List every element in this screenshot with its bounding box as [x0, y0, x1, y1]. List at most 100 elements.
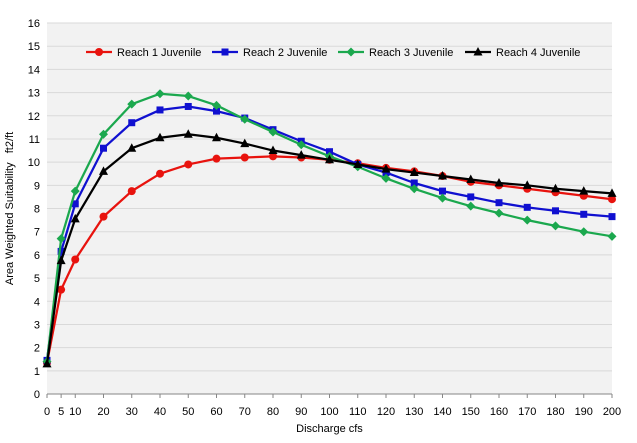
data-point — [551, 183, 560, 193]
legend-item: Reach 3 Juvenile — [338, 47, 453, 59]
data-point — [128, 119, 136, 127]
data-point — [183, 129, 193, 138]
data-point — [268, 145, 278, 155]
data-point — [494, 177, 504, 187]
y-tick-label: 3 — [34, 319, 40, 331]
data-point — [552, 207, 559, 215]
legend-label: Reach 1 Juvenile — [117, 47, 201, 59]
x-tick-label: 180 — [546, 406, 564, 418]
data-point — [381, 164, 391, 173]
data-point — [409, 184, 419, 194]
y-tick-label: 12 — [28, 111, 40, 123]
x-tick-label: 40 — [154, 406, 166, 418]
data-point — [71, 200, 79, 208]
data-point — [608, 195, 616, 204]
x-tick-label: 110 — [349, 406, 367, 418]
data-point — [326, 148, 333, 156]
x-axis-ticks: 0 5 10 20 30 40 50 60 70 80 90 100 110 120 130 140 150 16… — [44, 394, 621, 418]
data-point — [212, 154, 221, 163]
data-point — [240, 114, 250, 124]
x-axis-title: Discharge cfs — [296, 423, 363, 435]
legend-label: Reach 4 Juvenile — [496, 47, 580, 59]
data-point — [346, 47, 356, 57]
data-point — [410, 179, 418, 187]
data-point — [156, 169, 164, 178]
data-point — [156, 106, 164, 114]
series-layer — [42, 89, 617, 368]
data-point — [99, 166, 108, 175]
x-tick-label: 30 — [126, 406, 138, 418]
x-tick-label: 90 — [295, 406, 307, 418]
data-point — [100, 144, 107, 152]
data-point — [57, 247, 65, 255]
data-point — [353, 159, 363, 168]
data-point — [57, 285, 66, 294]
legend-label: Reach 2 Juvenile — [243, 47, 327, 59]
data-point — [70, 186, 80, 196]
data-point — [466, 174, 476, 184]
x-tick-label: 5 — [58, 406, 64, 418]
data-point — [183, 91, 193, 101]
data-point — [269, 152, 277, 161]
data-point — [473, 47, 483, 56]
y-tick-label: 11 — [29, 134, 40, 146]
data-point — [551, 221, 560, 231]
data-point — [494, 208, 504, 218]
y-tick-label: 5 — [34, 273, 40, 285]
data-point — [523, 203, 531, 211]
x-tick-label: 100 — [320, 406, 338, 418]
x-tick-label: 170 — [518, 406, 536, 418]
data-point — [184, 160, 193, 169]
series-line — [45, 105, 613, 361]
y-axis-title: Area Weighted Suitability ft2/ft — [4, 132, 16, 285]
data-point — [99, 129, 108, 139]
data-point — [212, 132, 221, 142]
x-tick-label: 120 — [377, 406, 395, 418]
x-tick-label: 50 — [182, 406, 194, 418]
data-point — [522, 215, 532, 225]
data-point — [296, 150, 306, 159]
series-line — [45, 92, 613, 362]
data-point — [70, 213, 80, 223]
y-tick-label: 4 — [34, 296, 40, 308]
data-point — [99, 212, 108, 221]
data-point — [325, 154, 334, 164]
data-point — [439, 187, 446, 195]
data-point — [42, 358, 52, 368]
data-point — [221, 48, 229, 56]
data-point — [495, 199, 503, 207]
data-point — [522, 180, 532, 189]
data-point — [127, 143, 137, 152]
x-tick-label: 190 — [575, 406, 593, 418]
data-point — [240, 153, 249, 162]
data-point — [184, 102, 192, 110]
y-tick-label: 8 — [34, 204, 40, 216]
y-tick-label: 14 — [28, 64, 40, 76]
data-point — [155, 132, 165, 142]
x-tick-label: 80 — [267, 406, 279, 418]
x-tick-label: 160 — [490, 406, 508, 418]
data-point — [56, 255, 66, 265]
series-4 — [42, 129, 617, 368]
y-tick-label: 1 — [34, 366, 40, 378]
data-point — [240, 138, 250, 148]
x-tick-label: 200 — [603, 406, 621, 418]
legend: Reach 1 Juvenile Reach 2 Juvenile Reach 3 … — [86, 47, 580, 59]
data-point — [268, 127, 278, 137]
data-point — [71, 255, 80, 264]
data-point — [607, 231, 617, 241]
data-point — [608, 213, 616, 221]
data-point — [438, 193, 447, 203]
x-tick-label: 10 — [69, 406, 81, 418]
legend-item: Reach 2 Juvenile — [212, 47, 327, 59]
data-point — [127, 187, 136, 196]
data-point — [56, 234, 66, 244]
data-point — [212, 100, 221, 110]
data-point — [95, 48, 103, 56]
x-tick-label: 140 — [433, 406, 451, 418]
y-tick-label: 7 — [34, 227, 40, 239]
y-tick-label: 0 — [34, 389, 40, 401]
y-tick-label: 10 — [28, 157, 40, 169]
legend-item: Reach 1 Juvenile — [86, 47, 201, 59]
